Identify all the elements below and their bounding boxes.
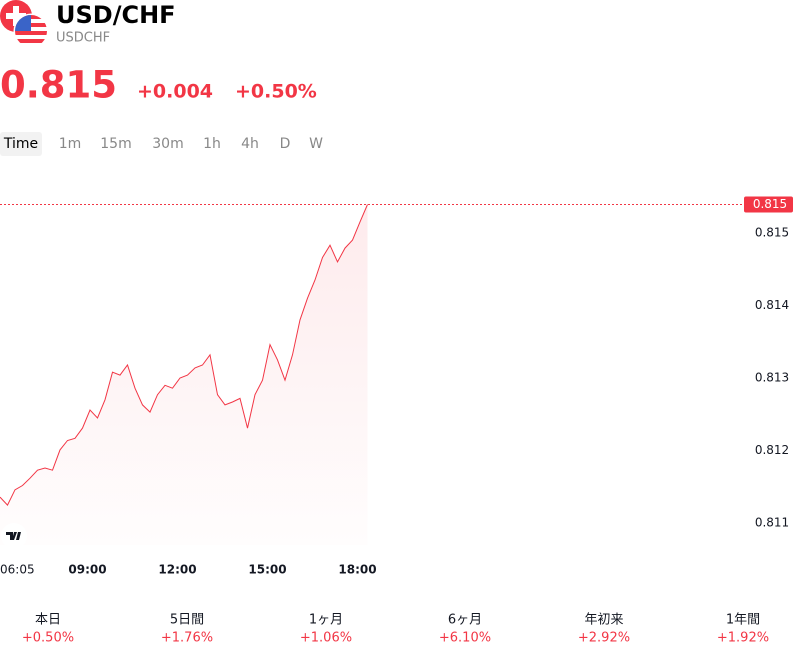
price-line	[0, 204, 368, 506]
symbol: USDCHF	[56, 31, 110, 46]
timeframe-tab[interactable]: W	[309, 136, 323, 152]
period-change: +2.92%	[578, 631, 630, 646]
timeframe-tab[interactable]: 4h	[241, 136, 259, 152]
timeframe-tab[interactable]: Time	[3, 136, 38, 152]
period-label: 本日	[35, 613, 61, 628]
period-change: +1.06%	[300, 631, 352, 646]
x-tick-label: 12:00	[158, 563, 196, 577]
last-price-tag	[744, 196, 793, 213]
x-tick-label: 09:00	[68, 563, 106, 577]
period-change: +1.76%	[161, 631, 213, 646]
period-label: 6ヶ月	[448, 613, 482, 628]
y-tick-label: 0.812	[755, 443, 789, 457]
x-tick-label: 15:00	[248, 563, 286, 577]
title: USD/CHF	[56, 1, 176, 29]
flag-icons	[0, 0, 49, 49]
price: 0.815	[0, 64, 117, 107]
timeframe-tab[interactable]: 30m	[152, 136, 183, 152]
period-change: +6.10%	[439, 631, 491, 646]
period-label: 1ヶ月	[309, 613, 343, 628]
timeframe-tab[interactable]: 1h	[203, 136, 221, 152]
logo	[6, 532, 21, 540]
period-label: 年初来	[584, 613, 623, 628]
x-tick-label: 06:05	[0, 563, 35, 577]
y-tick-label: 0.811	[755, 516, 789, 530]
y-tick-label: 0.815	[755, 225, 789, 239]
timeframe-tab[interactable]: D	[280, 136, 291, 152]
area	[0, 204, 368, 545]
timeframe-tab[interactable]: 1m	[59, 136, 82, 152]
period-label: 5日間	[170, 613, 204, 628]
change: +0.004	[137, 81, 213, 103]
x-tick-label: 18:00	[338, 563, 376, 577]
active-tab-bg	[0, 132, 42, 156]
y-tick-label: 0.814	[755, 298, 789, 312]
timeframe-tab[interactable]: 15m	[100, 136, 131, 152]
y-tick-label: 0.813	[755, 371, 789, 385]
last-price-label: 0.815	[753, 197, 787, 211]
period-change: +0.50%	[22, 631, 74, 646]
period-label: 1年間	[726, 613, 760, 628]
change-percent: +0.50%	[235, 81, 317, 103]
period-change: +1.92%	[717, 631, 769, 646]
